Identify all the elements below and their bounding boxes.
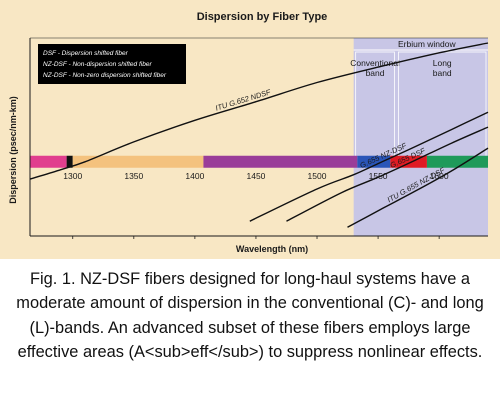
legend-entry: DSF - Dispersion shifted fiber (43, 50, 129, 57)
figure-caption: Fig. 1. NZ-DSF fibers designed for long-… (0, 259, 500, 411)
x-axis-label: Wavelength (nm) (236, 244, 308, 254)
chart-title: Dispersion by Fiber Type (197, 11, 328, 23)
legend-box (38, 44, 186, 84)
band-segment (66, 155, 73, 168)
series-line (249, 111, 489, 222)
x-tick-label: 1400 (185, 171, 204, 181)
dispersion-chart: Erbium windowConventionalbandLongband130… (8, 11, 489, 254)
band-segment (72, 155, 204, 168)
y-axis-label: Dispersion (psec/nm-km) (8, 96, 18, 204)
legend-entry: NZ-DSF - Non-dispersion shifted fiber (43, 61, 152, 68)
x-tick-label: 1600 (430, 171, 449, 181)
x-tick-label: 1500 (308, 171, 327, 181)
legend: DSF - Dispersion shifted fiber NZ-DSF - N… (38, 44, 186, 84)
series-line (286, 126, 489, 222)
band-segment (426, 155, 488, 168)
long-band-label: band (433, 68, 452, 78)
legend-entry: NZ-DSF - Non-zero dispersion shifted fib… (43, 72, 167, 79)
band-segment (203, 155, 358, 168)
long-band-label: Long (433, 58, 452, 68)
series-line (29, 42, 489, 180)
band-segment (357, 155, 391, 168)
x-tick-label: 1450 (246, 171, 265, 181)
x-tick-label: 1550 (369, 171, 388, 181)
caption-text: Fig. 1. NZ-DSF fibers designed for long-… (16, 270, 484, 362)
series-line (347, 147, 489, 228)
conventional-band-label: Conventional (350, 58, 400, 68)
plot-layer: Erbium windowConventionalbandLongband130… (29, 37, 489, 239)
x-tick-label: 1350 (124, 171, 143, 181)
x-tick-label: 1300 (63, 171, 82, 181)
conventional-band-label: band (366, 68, 385, 78)
erbium-window-label: Erbium window (398, 39, 456, 49)
band-segment (30, 155, 67, 168)
